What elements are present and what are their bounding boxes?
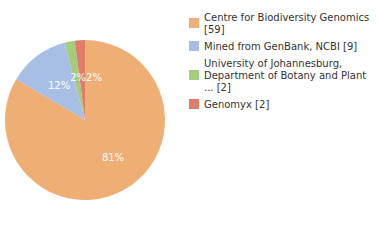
svg-text:University of Johannesburg,: University of Johannesburg, bbox=[204, 58, 345, 69]
svg-text:81%: 81% bbox=[102, 152, 124, 163]
svg-text:Department of Botany and Plant: Department of Botany and Plant bbox=[204, 70, 369, 81]
svg-text:Mined from GenBank, NCBI [9]: Mined from GenBank, NCBI [9] bbox=[204, 41, 357, 52]
svg-text:... [2]: ... [2] bbox=[204, 82, 231, 93]
svg-text:[59]: [59] bbox=[204, 24, 225, 35]
svg-text:Genomyx [2]: Genomyx [2] bbox=[204, 99, 269, 110]
svg-text:Centre for Biodiversity Genomi: Centre for Biodiversity Genomics bbox=[204, 12, 372, 23]
svg-text:12%: 12% bbox=[48, 80, 70, 91]
svg-text:2%: 2% bbox=[86, 72, 102, 83]
svg-text:2%: 2% bbox=[70, 72, 86, 83]
